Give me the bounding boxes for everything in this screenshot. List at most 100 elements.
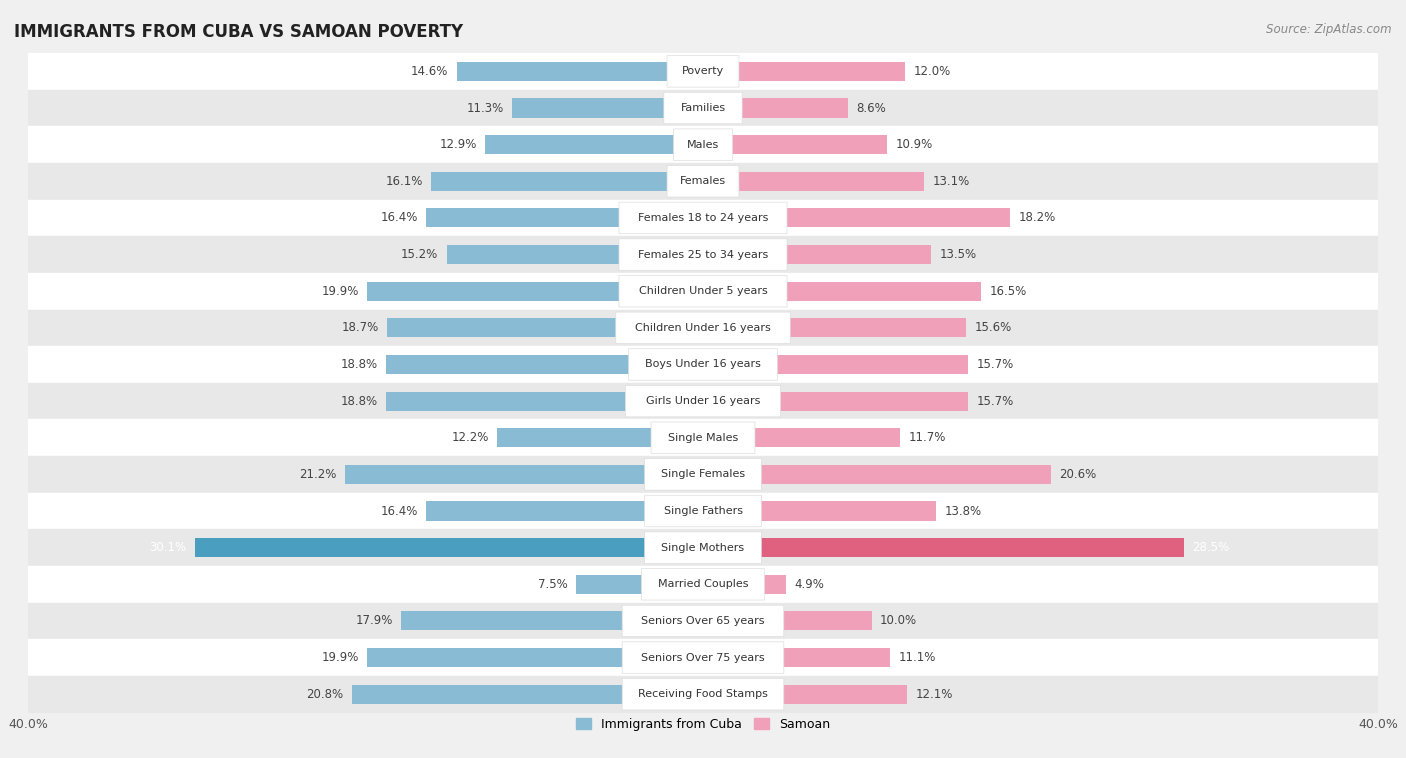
Text: 11.1%: 11.1% — [898, 651, 936, 664]
Text: 20.8%: 20.8% — [307, 688, 343, 700]
Bar — [0, 456, 1406, 493]
Text: Females 18 to 24 years: Females 18 to 24 years — [638, 213, 768, 223]
FancyBboxPatch shape — [673, 129, 733, 161]
Text: Children Under 5 years: Children Under 5 years — [638, 287, 768, 296]
Bar — [703, 172, 924, 191]
Bar — [703, 465, 1050, 484]
Bar — [703, 135, 887, 154]
Bar — [576, 575, 703, 594]
Bar — [0, 529, 1406, 566]
FancyBboxPatch shape — [641, 568, 765, 600]
Bar — [0, 383, 1406, 419]
Text: 16.1%: 16.1% — [385, 175, 423, 188]
FancyBboxPatch shape — [644, 495, 762, 527]
FancyBboxPatch shape — [623, 642, 783, 673]
Text: Females: Females — [681, 177, 725, 186]
Bar — [447, 245, 703, 264]
Bar — [703, 428, 900, 447]
Text: 18.8%: 18.8% — [340, 358, 377, 371]
Bar — [703, 575, 786, 594]
Text: 30.1%: 30.1% — [149, 541, 187, 554]
Text: 12.0%: 12.0% — [914, 65, 950, 78]
Bar — [388, 318, 703, 337]
Text: 17.9%: 17.9% — [356, 615, 392, 628]
Text: 16.4%: 16.4% — [381, 211, 418, 224]
FancyBboxPatch shape — [619, 202, 787, 233]
Text: 18.8%: 18.8% — [340, 395, 377, 408]
Text: Females 25 to 34 years: Females 25 to 34 years — [638, 249, 768, 259]
FancyBboxPatch shape — [644, 532, 762, 563]
Text: 16.4%: 16.4% — [381, 505, 418, 518]
Text: 13.1%: 13.1% — [932, 175, 970, 188]
Text: Poverty: Poverty — [682, 67, 724, 77]
Bar — [385, 392, 703, 411]
Bar — [0, 603, 1406, 639]
Bar — [485, 135, 703, 154]
Text: Single Females: Single Females — [661, 469, 745, 479]
FancyBboxPatch shape — [626, 385, 780, 417]
Text: 12.9%: 12.9% — [440, 138, 477, 151]
Bar — [703, 684, 907, 703]
Text: 15.2%: 15.2% — [401, 248, 439, 261]
Bar — [0, 199, 1406, 236]
Bar — [703, 245, 931, 264]
FancyBboxPatch shape — [619, 275, 787, 307]
Bar — [367, 648, 703, 667]
Bar — [426, 502, 703, 521]
FancyBboxPatch shape — [623, 678, 783, 710]
Bar — [432, 172, 703, 191]
Bar — [0, 493, 1406, 529]
Text: Males: Males — [688, 139, 718, 149]
Text: Single Mothers: Single Mothers — [661, 543, 745, 553]
Bar — [703, 502, 936, 521]
FancyBboxPatch shape — [623, 605, 783, 637]
Bar — [703, 355, 967, 374]
Bar — [0, 89, 1406, 127]
Bar — [0, 163, 1406, 199]
Bar — [0, 346, 1406, 383]
Text: 11.7%: 11.7% — [908, 431, 946, 444]
Bar — [195, 538, 703, 557]
Bar — [703, 282, 981, 301]
FancyBboxPatch shape — [619, 239, 787, 271]
Text: 15.6%: 15.6% — [974, 321, 1012, 334]
Text: Receiving Food Stamps: Receiving Food Stamps — [638, 689, 768, 699]
Text: 13.5%: 13.5% — [939, 248, 976, 261]
Bar — [0, 419, 1406, 456]
Bar — [457, 62, 703, 81]
Legend: Immigrants from Cuba, Samoan: Immigrants from Cuba, Samoan — [571, 713, 835, 736]
FancyBboxPatch shape — [644, 459, 762, 490]
FancyBboxPatch shape — [666, 55, 740, 87]
Bar — [703, 62, 905, 81]
Text: 20.6%: 20.6% — [1059, 468, 1097, 481]
Text: Boys Under 16 years: Boys Under 16 years — [645, 359, 761, 369]
Bar — [367, 282, 703, 301]
Text: 8.6%: 8.6% — [856, 102, 886, 114]
Text: 21.2%: 21.2% — [299, 468, 337, 481]
Text: Seniors Over 65 years: Seniors Over 65 years — [641, 616, 765, 626]
Bar — [703, 318, 966, 337]
Text: 4.9%: 4.9% — [794, 578, 824, 590]
Bar — [703, 538, 1184, 557]
Bar — [0, 127, 1406, 163]
FancyBboxPatch shape — [651, 422, 755, 453]
Bar — [0, 273, 1406, 309]
Text: 10.9%: 10.9% — [896, 138, 932, 151]
Text: 14.6%: 14.6% — [411, 65, 449, 78]
Text: 19.9%: 19.9% — [322, 651, 359, 664]
FancyBboxPatch shape — [628, 349, 778, 381]
FancyBboxPatch shape — [616, 312, 790, 343]
Text: 10.0%: 10.0% — [880, 615, 917, 628]
Text: Girls Under 16 years: Girls Under 16 years — [645, 396, 761, 406]
Bar — [703, 208, 1010, 227]
Text: Children Under 16 years: Children Under 16 years — [636, 323, 770, 333]
Bar — [0, 236, 1406, 273]
Text: Source: ZipAtlas.com: Source: ZipAtlas.com — [1267, 23, 1392, 36]
Bar — [385, 355, 703, 374]
Bar — [0, 309, 1406, 346]
Bar — [352, 684, 703, 703]
Bar — [0, 676, 1406, 713]
Text: 12.1%: 12.1% — [915, 688, 953, 700]
Bar — [703, 392, 967, 411]
Text: Single Fathers: Single Fathers — [664, 506, 742, 516]
